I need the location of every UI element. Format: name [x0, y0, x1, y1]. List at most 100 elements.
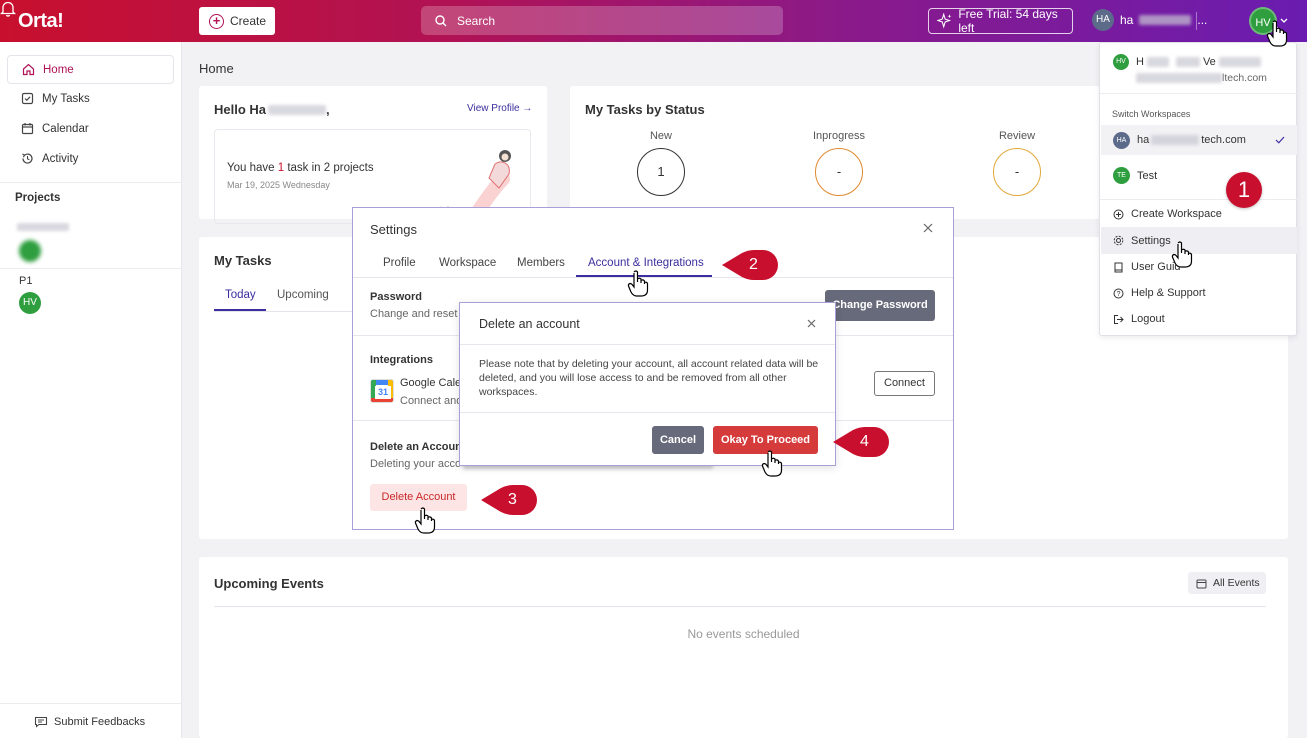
gear-icon [1113, 235, 1124, 246]
sparkle-icon [937, 13, 952, 29]
free-trial-button[interactable]: Free Trial: 54 days left [928, 7, 1073, 35]
tab-members[interactable]: Members [517, 257, 565, 269]
tasks-by-status-card: My Tasks by Status New 1 Inprogress - Re… [570, 86, 1100, 219]
submit-feedback-button[interactable]: Submit Feedbacks [34, 716, 145, 728]
connect-button[interactable]: Connect [874, 371, 935, 396]
hand-cursor-icon [414, 507, 436, 534]
bell-icon[interactable] [0, 0, 17, 17]
okay-to-proceed-button[interactable]: Okay To Proceed [713, 426, 818, 454]
workspace-name: ha [1120, 13, 1134, 27]
status-new[interactable]: New 1 [601, 130, 721, 196]
no-events-text: No events scheduled [687, 627, 800, 641]
hand-cursor-icon [1266, 20, 1288, 47]
menu-item-user-guide[interactable]: User Guid [1113, 261, 1181, 273]
search-placeholder: Search [457, 13, 496, 28]
my-tasks-title: My Tasks [214, 253, 272, 268]
cancel-button[interactable]: Cancel [652, 426, 704, 454]
menu-item-help-support[interactable]: ? Help & Support [1113, 287, 1206, 299]
all-events-button[interactable]: All Events [1188, 572, 1266, 594]
hand-cursor-icon [761, 450, 783, 477]
page-title: Home [199, 61, 234, 76]
feedback-label: Submit Feedbacks [54, 716, 146, 728]
search-input[interactable]: Search [421, 6, 783, 35]
chevron-down-icon[interactable] [1280, 18, 1288, 24]
settings-title: Settings [370, 222, 417, 237]
dropdown-user-email: ltech.com [1136, 72, 1267, 84]
delete-account-button[interactable]: Delete Account [370, 484, 467, 511]
home-icon [22, 63, 35, 76]
step-marker-2: 2 [749, 256, 758, 273]
svg-text:?: ? [1117, 291, 1121, 298]
workspace-avatar: HA [1092, 9, 1114, 31]
calendar-icon [1196, 579, 1207, 588]
tab-workspace[interactable]: Workspace [439, 257, 497, 269]
hand-cursor-icon [1171, 241, 1193, 268]
google-calendar-name: Google Cale [400, 377, 462, 389]
book-icon [1114, 262, 1123, 272]
status-review[interactable]: Review - [957, 130, 1077, 196]
sidebar: Home My Tasks Calendar Activity Projects… [0, 42, 182, 738]
top-bar: Orta! + Create Search Free Trial: 54 day… [0, 0, 1307, 42]
plus-circle-icon [1113, 209, 1124, 219]
create-button[interactable]: + Create [199, 7, 275, 35]
checkbox-icon [21, 92, 34, 105]
view-profile-link[interactable]: View Profile → [467, 103, 533, 114]
sidebar-item-home[interactable]: Home [7, 55, 174, 84]
check-icon [1275, 136, 1285, 144]
projects-heading: Projects [15, 192, 61, 204]
close-icon[interactable] [923, 223, 933, 233]
help-icon: ? [1113, 288, 1124, 298]
delete-account-label: Delete an Accoun [370, 441, 462, 453]
sidebar-item-activity[interactable]: Activity [7, 144, 174, 173]
status-card-title: My Tasks by Status [585, 102, 705, 117]
integrations-label: Integrations [370, 354, 433, 366]
redacted-project-avatar[interactable] [19, 240, 41, 262]
tab-profile[interactable]: Profile [383, 257, 416, 269]
step-marker-3-shape [481, 485, 537, 515]
tab-account-integrations[interactable]: Account & Integrations [588, 257, 704, 269]
activity-icon [22, 153, 33, 164]
app-logo[interactable]: Orta! [18, 10, 64, 32]
google-calendar-subtext: Connect and [400, 395, 463, 407]
delete-modal-body: Please note that by deleting your accoun… [479, 358, 819, 398]
step-marker-3: 3 [508, 491, 517, 508]
tab-upcoming[interactable]: Upcoming [277, 289, 329, 301]
tab-today[interactable]: Today [225, 289, 256, 301]
password-label: Password [370, 291, 422, 303]
menu-item-logout[interactable]: Logout [1113, 313, 1165, 325]
hello-heading: Hello Ha , [214, 102, 330, 117]
workspace-switcher[interactable]: HA ha ... [1092, 9, 1207, 31]
redacted-text [1139, 15, 1192, 25]
sidebar-item-my-tasks[interactable]: My Tasks [7, 84, 174, 113]
delete-account-confirm-modal: Delete an account Please note that by de… [459, 302, 836, 466]
password-subtext: Change and reset [370, 308, 458, 320]
sidebar-item-label: Calendar [42, 122, 89, 135]
step-marker-4: 4 [860, 433, 869, 450]
sidebar-item-calendar[interactable]: Calendar [7, 114, 174, 143]
user-avatar-button[interactable]: HV [1249, 7, 1277, 35]
task-summary-text: You have 1 task in 2 projects [227, 162, 374, 174]
user-dropdown-menu: HV H Ve ltech.com Switch Workspaces HA h… [1099, 42, 1298, 336]
change-password-button[interactable]: Change Password [825, 290, 935, 321]
close-icon[interactable] [807, 319, 816, 328]
hello-card: Hello Ha , View Profile → You have 1 tas… [199, 86, 547, 224]
menu-item-create-workspace[interactable]: Create Workspace [1113, 208, 1222, 220]
dropdown-user-info: HV H Ve [1113, 54, 1261, 70]
menu-item-settings[interactable]: Settings [1101, 227, 1297, 254]
plus-circle-icon: + [209, 13, 224, 29]
logout-icon [1114, 314, 1124, 324]
trial-label: Free Trial: 54 days left [958, 7, 1058, 35]
step-marker-2-shape [722, 250, 778, 280]
project-p1-label[interactable]: P1 [19, 275, 33, 287]
status-inprogress[interactable]: Inprogress - [779, 130, 899, 196]
hand-cursor-icon [627, 270, 649, 297]
project-p1-avatar[interactable]: HV [19, 292, 41, 314]
workspace-option-ha[interactable]: HA ha tech.com [1101, 125, 1297, 155]
step-marker-1: 1 [1226, 172, 1262, 208]
delete-modal-title: Delete an account [479, 317, 580, 331]
search-icon [435, 14, 447, 26]
google-calendar-icon: 31 [370, 379, 394, 403]
step-marker-4-shape [833, 427, 889, 457]
workspace-option-test[interactable]: TE Test [1113, 167, 1157, 184]
upcoming-events-card: Upcoming Events All Events No events sch… [199, 557, 1288, 738]
